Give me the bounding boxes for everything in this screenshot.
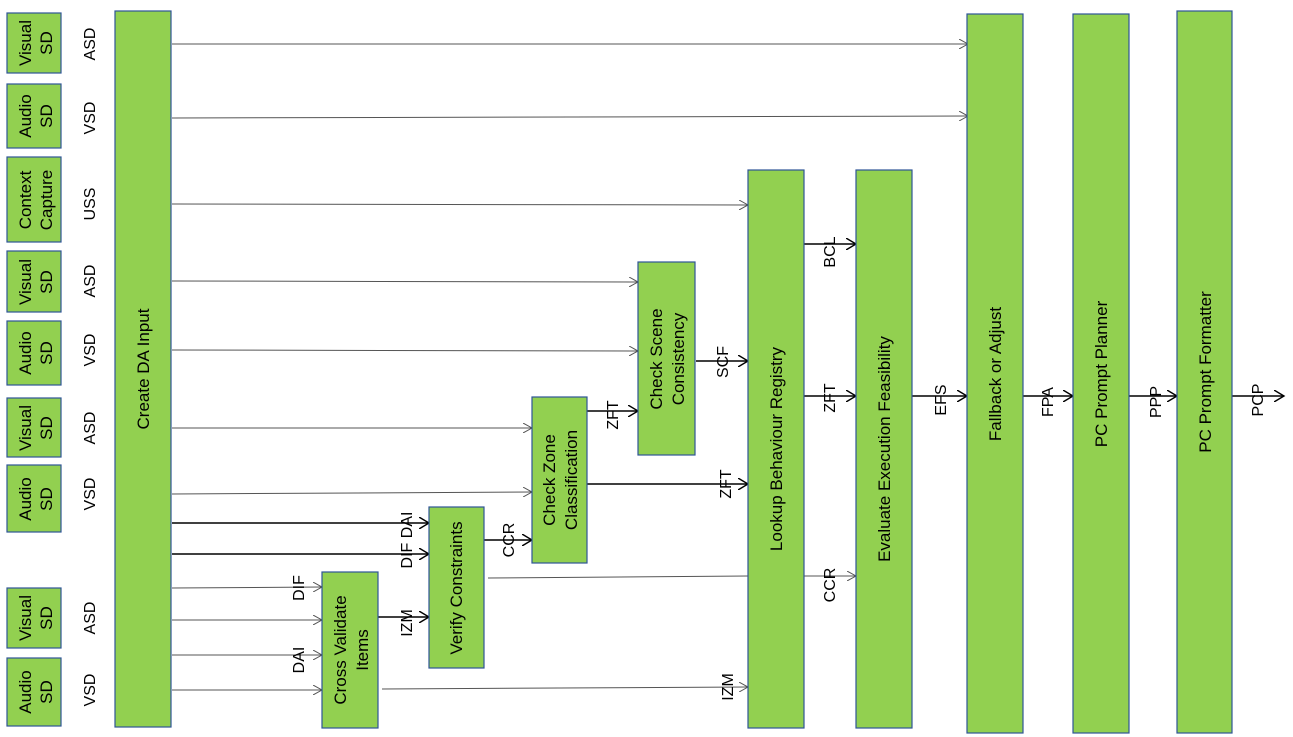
signal-bcl: BCL <box>822 236 839 267</box>
signal-izm-1: IZM <box>399 609 416 637</box>
source-1-label: Visual SD <box>16 20 56 66</box>
source-5-label: Audio SD <box>16 331 56 374</box>
signal-efs: EFS <box>933 384 950 415</box>
formatter-label: PC Prompt Formatter <box>1196 291 1215 453</box>
line-asd-to-scene <box>171 281 638 282</box>
line-uss-to-lookup <box>171 204 748 205</box>
signal-fpa: FPA <box>1040 387 1057 417</box>
source-6-label: Visual SD <box>16 405 56 451</box>
signal-dai: DAI <box>291 647 308 674</box>
source-box-2 <box>6 83 62 149</box>
signal-zft-3: ZFT <box>822 383 839 413</box>
source-box-9 <box>6 657 62 727</box>
fallback-block <box>966 13 1024 734</box>
source-signal-labels: ASD VSD USS ASD VSD ASD VSD ASD VSD <box>82 28 99 707</box>
verify-constraints-block <box>428 506 485 669</box>
lookup-registry-block <box>747 169 805 729</box>
cross-validate-block <box>321 571 379 729</box>
signal-ccr-2: CCR <box>822 568 839 603</box>
source-box-4 <box>6 250 62 313</box>
signal-dif-dai: DIF DAI <box>399 512 416 569</box>
signal-izm-2: IZM <box>720 673 737 701</box>
connections <box>171 44 1284 690</box>
planner-block <box>1072 13 1130 734</box>
source-box-5 <box>6 320 62 386</box>
evaluate-feasibility-block <box>855 169 913 729</box>
signal-zft-2: ZFT <box>718 469 735 499</box>
check-scene-block <box>637 261 696 456</box>
signal-vsd-4: VSD <box>82 674 99 707</box>
formatter-block <box>1176 10 1233 734</box>
line-vsd-to-fallback <box>171 116 968 118</box>
signal-ppp: PPP <box>1148 386 1165 418</box>
signal-asd-3: ASD <box>82 412 99 445</box>
source-box-1 <box>6 12 62 74</box>
cross-validate-label: Cross Validate Items <box>331 595 372 704</box>
check-scene-label: Check Scene Consistency <box>647 308 688 409</box>
signal-scf: SCF <box>715 346 732 378</box>
create-da-input-block <box>114 10 172 728</box>
create-da-input-label: Create DA Input <box>134 308 153 429</box>
signal-asd-1: ASD <box>82 28 99 61</box>
line-ccr-to-lookup <box>487 575 749 579</box>
source-4-label: Visual SD <box>16 259 56 305</box>
inner-signal-labels: DIF DAI DIF DAI IZM CCR ZFT ZFT SCF IZM … <box>291 236 1267 700</box>
verify-constraints-label: Verify Constraints <box>447 521 466 654</box>
evaluate-feasibility-label: Evaluate Execution Feasibility <box>875 336 894 562</box>
signal-vsd-1: VSD <box>82 102 99 135</box>
source-box-6 <box>6 397 62 458</box>
signal-ccr-1: CCR <box>501 523 518 558</box>
signal-vsd-2: VSD <box>82 334 99 367</box>
check-zone-block <box>531 396 588 564</box>
source-7-label: Audio SD <box>16 477 56 520</box>
signal-dif: DIF <box>291 575 308 601</box>
source-3-label: Context Capture <box>16 170 56 230</box>
line-vsd-to-scene <box>171 350 638 351</box>
signal-vsd-3: VSD <box>82 478 99 511</box>
source-8-label: Visual SD <box>16 595 56 641</box>
fallback-label: Fallback or Adjust <box>986 307 1005 441</box>
source-box-7 <box>6 464 62 533</box>
signal-asd-2: ASD <box>82 265 99 298</box>
source-9-label: Audio SD <box>16 670 56 713</box>
source-box-3 <box>6 156 62 243</box>
source-2-label: Audio SD <box>16 94 56 137</box>
lookup-registry-label: Lookup Behaviour Registry <box>767 346 786 551</box>
line-izm-to-lookup <box>381 687 748 689</box>
signal-pcp: PCP <box>1250 384 1267 417</box>
signal-asd-4: ASD <box>82 602 99 635</box>
source-box-8 <box>6 587 62 649</box>
check-zone-label: Check Zone Classification <box>540 430 581 530</box>
planner-label: PC Prompt Planner <box>1092 300 1111 447</box>
line-dif-to-cross <box>171 587 322 588</box>
signal-uss: USS <box>82 188 99 221</box>
signal-zft-1: ZFT <box>605 400 622 430</box>
line-vsd-to-zone <box>171 492 532 494</box>
source-boxes: Visual SD Audio SD Context Capture Visual SD… <box>6 12 62 727</box>
